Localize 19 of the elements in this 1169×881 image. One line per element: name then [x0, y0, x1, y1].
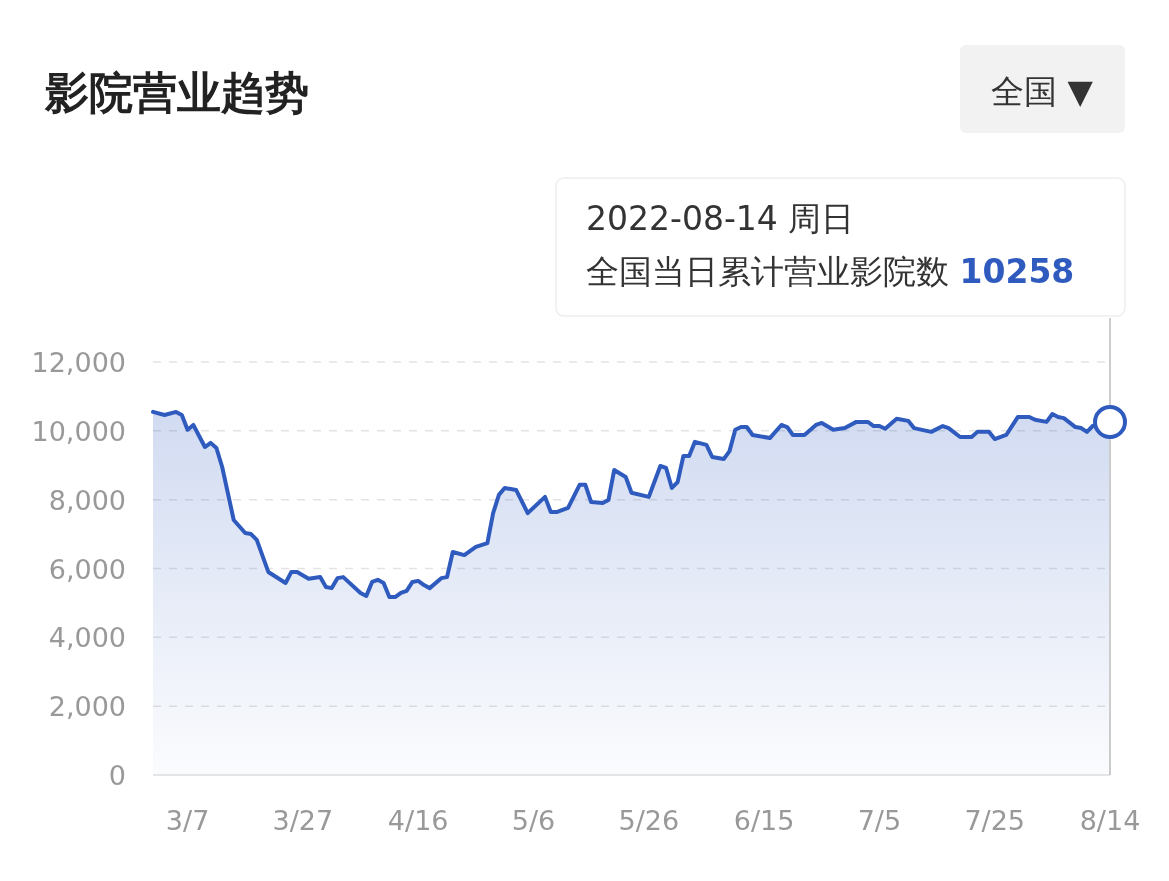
tooltip: 2022-08-14 周日 全国当日累计营业影院数 10258	[555, 177, 1126, 317]
selector: 全国 ▼	[960, 45, 1125, 133]
x-tick-label: 7/25	[964, 805, 1026, 836]
y-tick-label: 8,000	[48, 484, 126, 516]
x-tick-label: 3/27	[272, 805, 334, 836]
y-tick-label: 0	[108, 760, 126, 791]
y-tick-label: 2,000	[48, 691, 126, 723]
chart-title: 影院营业趋势	[44, 67, 309, 118]
y-tick-label: 12,000	[31, 347, 126, 378]
x-tick-label: 8/14	[1079, 805, 1141, 836]
y-tick-label: 6,000	[48, 553, 126, 585]
y-tick-label: 10,000	[31, 415, 126, 447]
x-tick-label: 5/26	[618, 805, 680, 836]
x-tick-label: 6/15	[733, 805, 795, 836]
x-tick-label: 3/7	[165, 805, 210, 836]
x-tick-label: 4/16	[387, 805, 449, 836]
y-tick-label: 4,000	[48, 622, 126, 654]
x-tick-label: 7/5	[857, 805, 902, 836]
x-tick-label: 5/6	[511, 805, 556, 836]
